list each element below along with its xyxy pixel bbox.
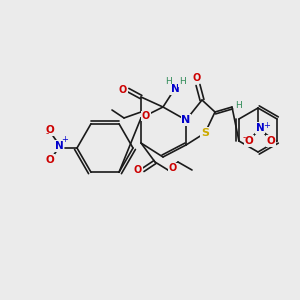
Text: +: + bbox=[264, 121, 270, 130]
Text: O: O bbox=[134, 165, 142, 175]
Text: N: N bbox=[171, 84, 179, 94]
Text: H: H bbox=[165, 77, 171, 86]
Text: H: H bbox=[178, 77, 185, 86]
Text: -: - bbox=[45, 130, 49, 139]
Text: O: O bbox=[142, 111, 150, 121]
Text: S: S bbox=[201, 128, 209, 138]
Text: -: - bbox=[242, 134, 246, 142]
Text: N: N bbox=[182, 115, 190, 125]
Text: O: O bbox=[46, 125, 54, 135]
Text: O: O bbox=[193, 73, 201, 83]
Text: O: O bbox=[169, 163, 177, 173]
Text: O: O bbox=[46, 155, 54, 165]
Text: O: O bbox=[119, 85, 127, 95]
Text: +: + bbox=[61, 136, 68, 145]
Text: N: N bbox=[256, 123, 264, 133]
Text: O: O bbox=[244, 136, 253, 146]
Text: O: O bbox=[267, 136, 275, 146]
Text: N: N bbox=[55, 141, 63, 151]
Text: H: H bbox=[236, 101, 242, 110]
